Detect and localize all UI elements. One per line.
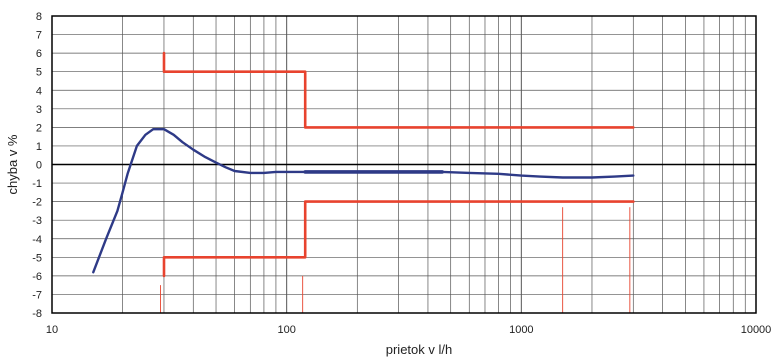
x-tick-label: 100 xyxy=(277,324,295,336)
x-tick-label: 10000 xyxy=(741,324,772,336)
grid-layer xyxy=(52,16,756,313)
x-tick-label: 10 xyxy=(46,324,58,336)
y-tick-label: -7 xyxy=(32,289,42,301)
y-tick-label: -4 xyxy=(32,234,42,246)
y-tick-label: -5 xyxy=(32,252,42,264)
y-tick-label: 8 xyxy=(36,11,42,23)
y-tick-label: 2 xyxy=(36,122,42,134)
y-tick-label: 4 xyxy=(36,85,42,97)
y-tick-label: 0 xyxy=(36,160,42,172)
y-tick-label: -2 xyxy=(32,197,42,209)
x-axis-label: prietok v l/h xyxy=(386,342,452,357)
y-tick-label: -6 xyxy=(32,271,42,283)
y-axis-label: chyba v % xyxy=(5,134,20,194)
y-tick-label: -1 xyxy=(32,178,42,190)
y-tick-label: -8 xyxy=(32,308,42,320)
x-tick-label: 1000 xyxy=(509,324,533,336)
y-tick-labels: 8 7 6 5 4 3 2 1 0 -1 -2 -3 -4 -5 -6 -7 -8 xyxy=(32,11,42,320)
x-tick-labels: 10 100 1000 10000 xyxy=(46,324,771,336)
y-tick-label: 1 xyxy=(36,141,42,153)
y-tick-label: -3 xyxy=(32,215,42,227)
y-tick-label: 5 xyxy=(36,67,42,79)
y-tick-label: 6 xyxy=(36,48,42,60)
y-tick-label: 3 xyxy=(36,104,42,116)
y-tick-label: 7 xyxy=(36,30,42,42)
